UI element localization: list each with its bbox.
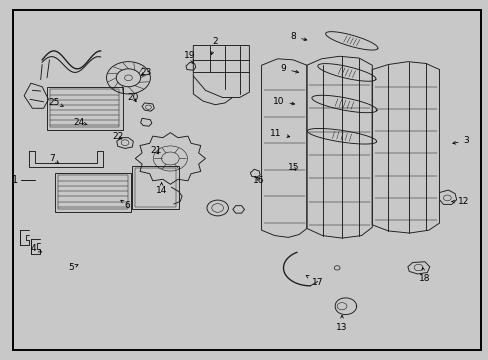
Bar: [50, 89, 119, 127]
Text: 8: 8: [290, 32, 306, 41]
Text: 10: 10: [272, 96, 294, 105]
Text: 6: 6: [121, 200, 130, 210]
Text: 12: 12: [451, 197, 468, 206]
Text: 23: 23: [140, 68, 151, 77]
Text: 17: 17: [305, 275, 323, 287]
Bar: [58, 175, 128, 210]
Text: 21: 21: [150, 146, 161, 155]
Text: 5: 5: [68, 264, 78, 273]
Text: 22: 22: [112, 132, 123, 141]
Bar: [47, 87, 122, 130]
Bar: [132, 166, 178, 209]
Text: 19: 19: [184, 51, 195, 63]
Text: 13: 13: [336, 315, 347, 332]
Text: 18: 18: [418, 267, 430, 283]
Text: 24: 24: [73, 118, 87, 127]
Text: 25: 25: [48, 98, 63, 107]
Text: 11: 11: [270, 129, 289, 138]
Text: 20: 20: [127, 93, 139, 102]
Bar: [135, 168, 175, 207]
Text: 4: 4: [31, 244, 42, 253]
Bar: [55, 173, 131, 212]
Text: 14: 14: [156, 183, 167, 195]
Text: 1: 1: [12, 175, 19, 185]
Text: 16: 16: [253, 176, 264, 185]
Text: 15: 15: [287, 163, 298, 172]
Text: 3: 3: [452, 136, 468, 145]
Text: 7: 7: [49, 154, 59, 163]
Text: 9: 9: [280, 64, 298, 73]
Text: 2: 2: [210, 37, 218, 55]
